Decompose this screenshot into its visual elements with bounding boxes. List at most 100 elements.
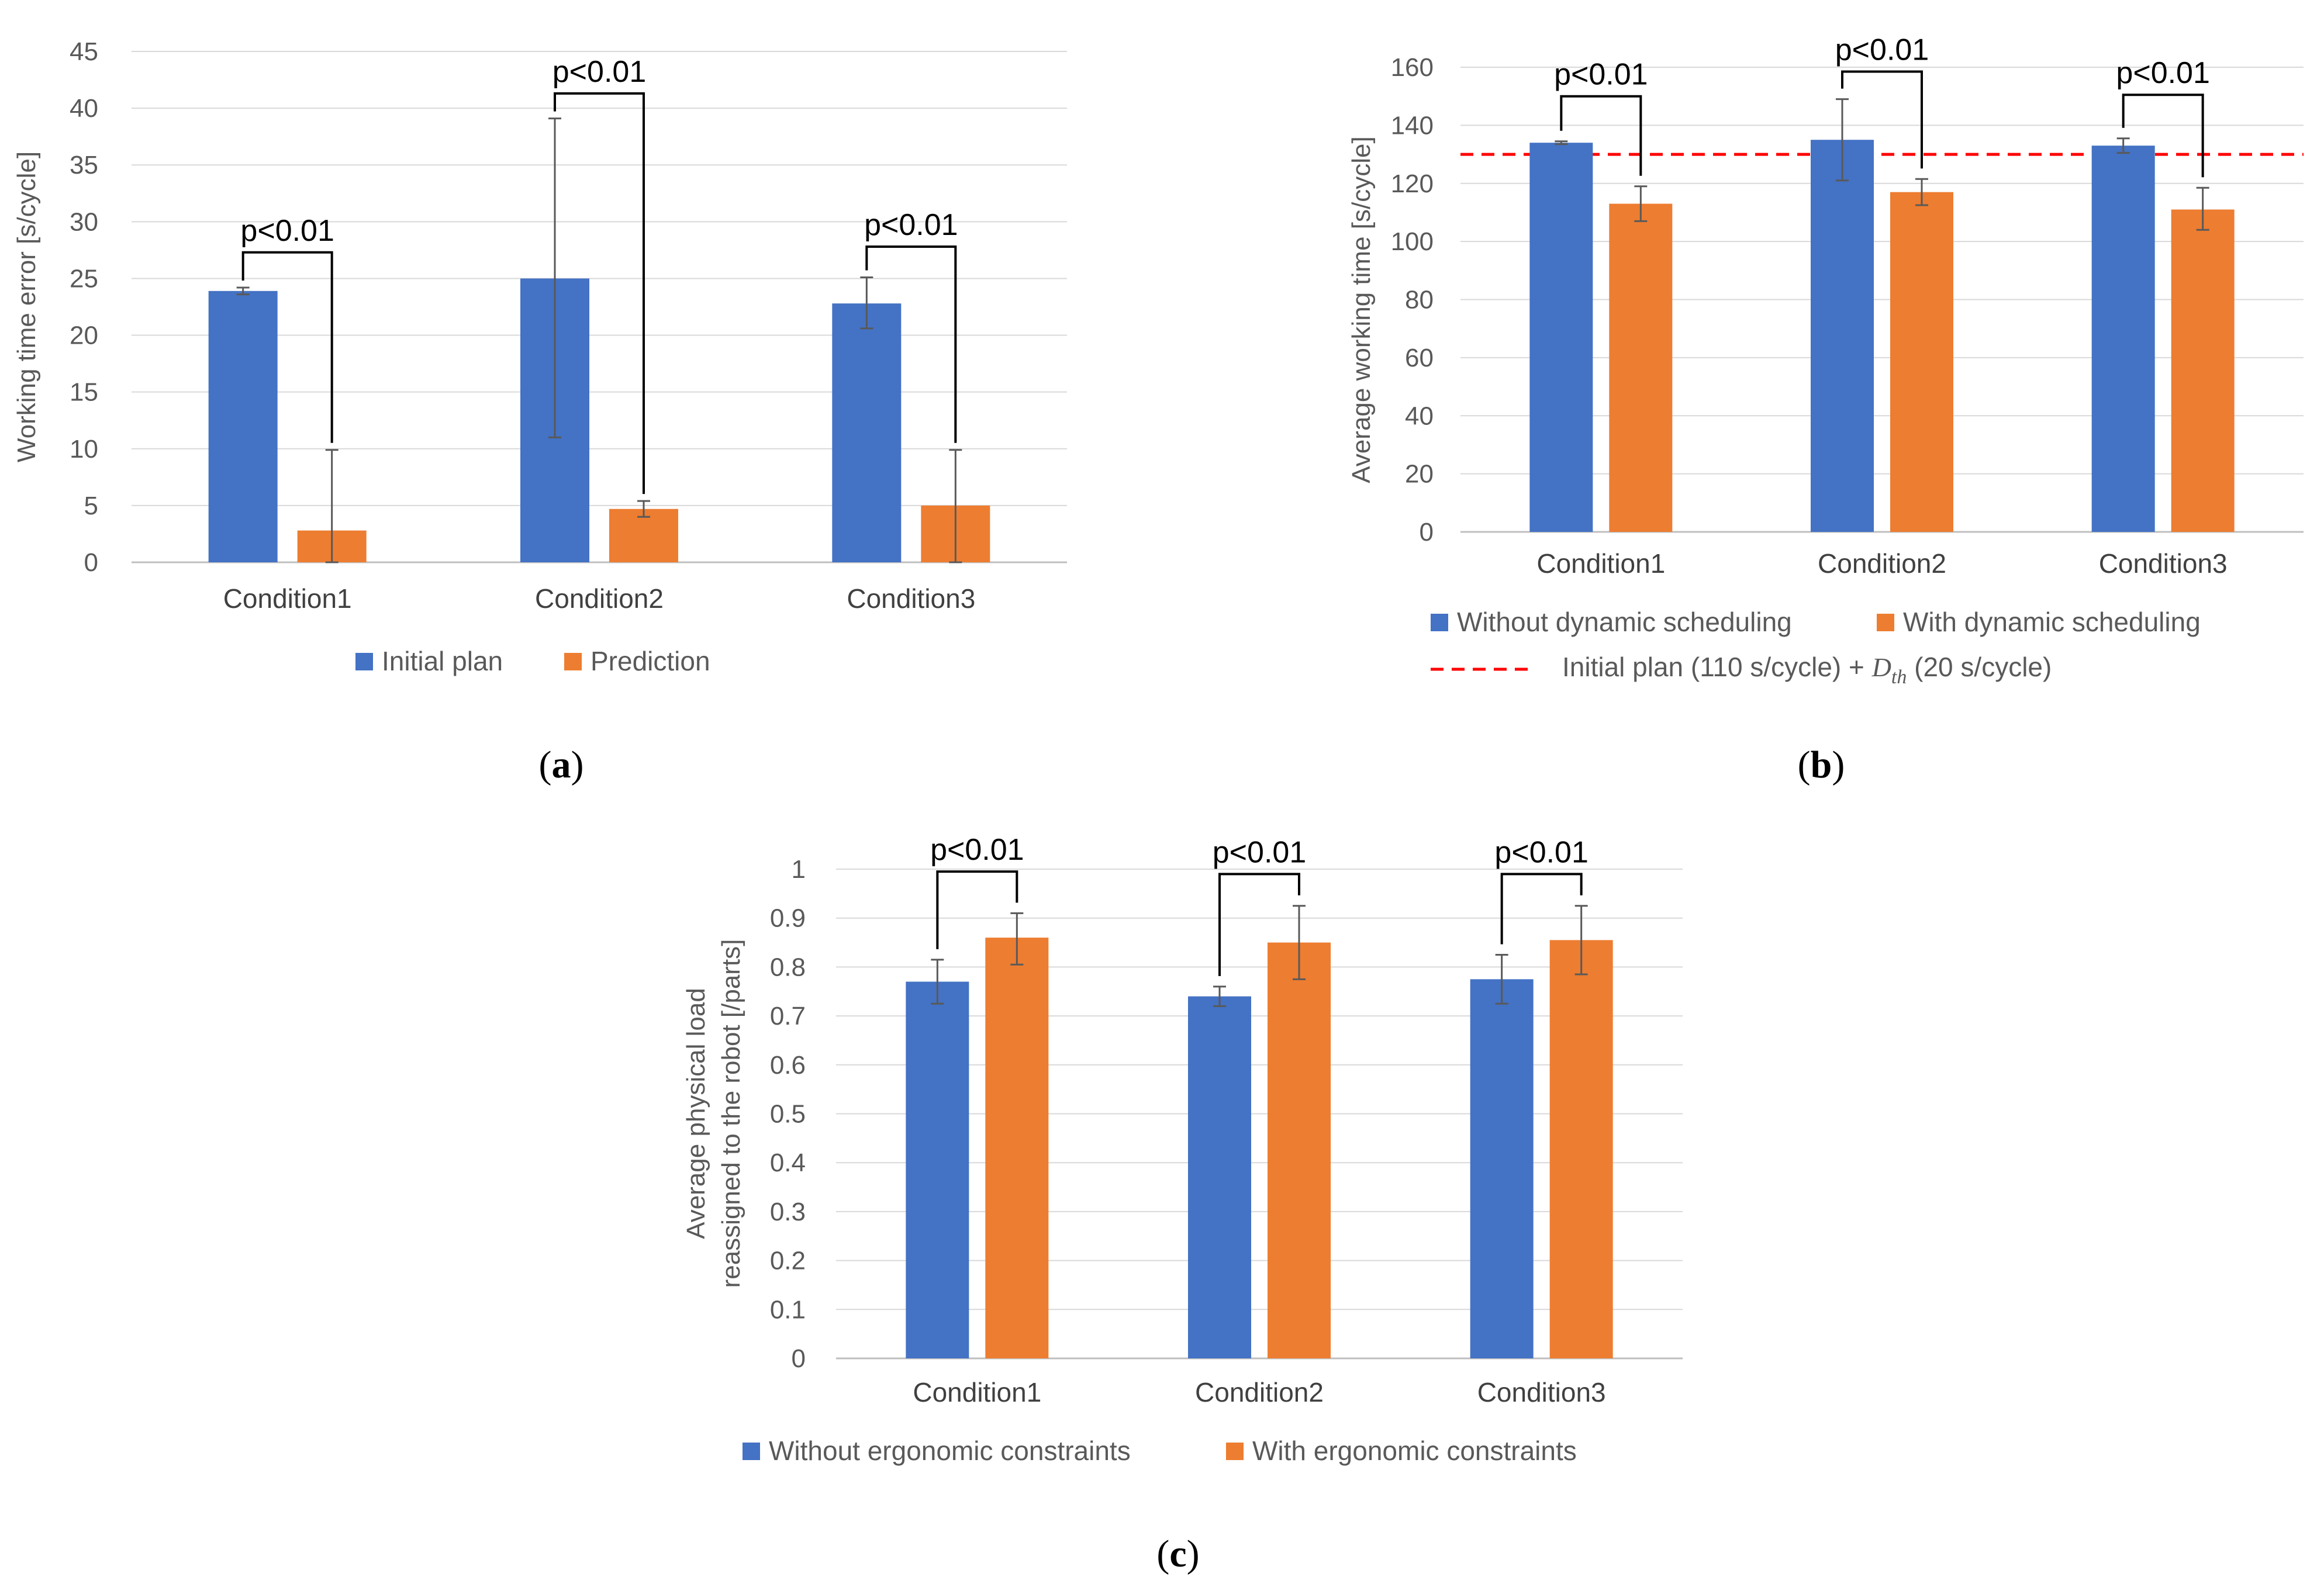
y-tick-label: 30 [70, 207, 98, 236]
y-tick-label: 0.3 [770, 1198, 806, 1226]
y-tick-label: 160 [1391, 53, 1434, 82]
p-value-label: p<0.01 [552, 55, 647, 89]
bar-series1-condition3 [2091, 146, 2155, 532]
p-value-label: p<0.01 [864, 208, 958, 242]
category-label: Condition1 [223, 583, 352, 614]
bar-series1-condition3 [832, 303, 902, 562]
bar-series2-condition2 [1268, 942, 1331, 1358]
category-label: Condition3 [1477, 1377, 1606, 1407]
legend-swatch [355, 653, 373, 670]
panel-letter: c [1169, 1533, 1186, 1575]
bar-series2-condition3 [2171, 209, 2235, 532]
chart-b: 0 20 40 60 80 100 120 140 160 Average working tim… [1347, 33, 2304, 786]
y-tick-label: 0.7 [770, 1002, 806, 1030]
y-tick-label: 0.4 [770, 1149, 806, 1177]
category-label: Condition1 [913, 1377, 1041, 1407]
p-value-label: p<0.01 [1835, 33, 1929, 67]
legend-swatch [1877, 614, 1894, 631]
p-value-label: p<0.01 [1213, 835, 1307, 869]
bar-series2-condition1 [985, 938, 1049, 1358]
p-value-label: p<0.01 [1494, 835, 1589, 869]
chart-a: 0 5 10 15 20 25 30 35 40 45 Working time error [s/… [12, 37, 1067, 786]
legend-swatch [1431, 614, 1448, 631]
panel-paren-close: ) [571, 743, 584, 786]
significance-bracket [865, 245, 957, 443]
y-tick-label: 20 [70, 321, 98, 350]
legend-label: With ergonomic constraints [1252, 1436, 1577, 1466]
significance-bracket [936, 870, 1018, 949]
bar-series2-condition3 [1549, 940, 1613, 1358]
y-tick-label: 5 [84, 492, 98, 520]
bar-series1-condition2 [1188, 996, 1251, 1358]
legend-reference-prefix: Initial plan (110 s/cycle) + [1562, 652, 1872, 682]
y-tick-label: 140 [1391, 111, 1434, 140]
category-label: Condition2 [535, 583, 664, 614]
significance-bracket [1560, 95, 1642, 176]
y-tick-label: 15 [70, 378, 98, 407]
panel-paren-open: ( [1798, 743, 1811, 786]
bar-series1-condition1 [208, 290, 278, 562]
y-tick-label: 1 [792, 855, 806, 884]
bar-series1-condition3 [1470, 979, 1534, 1358]
panel-label: (a) [539, 743, 584, 786]
p-value-label: p<0.01 [2116, 56, 2210, 90]
significance-bracket [1218, 873, 1300, 976]
y-axis-label-line: Average physical load [682, 988, 710, 1239]
panel-paren-close: ) [1832, 743, 1845, 786]
panel-letter: b [1811, 743, 1832, 786]
legend-swatch [1226, 1443, 1244, 1460]
p-value-label: p<0.01 [1554, 58, 1648, 92]
legend-reference-sub: th [1891, 666, 1907, 688]
y-tick-label: 45 [70, 37, 98, 66]
y-tick-label: 0 [792, 1344, 806, 1373]
bar-series1-condition1 [1529, 143, 1593, 532]
significance-bracket [554, 92, 645, 494]
y-tick-label: 10 [70, 435, 98, 464]
legend-label: Without dynamic scheduling [1457, 607, 1792, 637]
legend-swatch [743, 1443, 760, 1460]
significance-bracket [1841, 70, 1923, 169]
bar-series2-condition1 [1609, 203, 1673, 532]
bar-series2-condition2 [1890, 192, 1953, 532]
significance-bracket [2122, 94, 2204, 178]
y-tick-label: 80 [1405, 286, 1434, 314]
y-tick-label: 0.1 [770, 1295, 806, 1324]
chart-c: 0 0.1 0.2 0.3 0.4 0.5 0.6 0.7 0.8 0.9 1 Average phy… [682, 833, 1683, 1575]
y-axis-label-line: reassigned to the robot [/parts] [717, 939, 745, 1288]
y-tick-label: 25 [70, 264, 98, 293]
category-label: Condition1 [1536, 548, 1665, 579]
y-tick-label: 0.8 [770, 953, 806, 981]
category-label: Condition3 [2099, 548, 2228, 579]
y-axis-label: Working time error [s/cycle] [12, 151, 41, 462]
y-axis-label: Average working time [s/cycle] [1347, 136, 1376, 483]
bar-series1-condition1 [906, 981, 969, 1358]
y-tick-label: 100 [1391, 227, 1434, 256]
legend-reference-label: Initial plan (110 s/cycle) + Dth (20 s/c… [1562, 652, 2052, 688]
significance-bracket [1500, 873, 1583, 945]
y-tick-label: 0.2 [770, 1247, 806, 1275]
panel-letter: a [552, 743, 571, 786]
y-tick-label: 20 [1405, 460, 1434, 489]
p-value-label: p<0.01 [240, 214, 334, 248]
y-tick-label: 40 [70, 94, 98, 123]
y-tick-label: 0 [84, 548, 98, 577]
legend-reference-suffix: (20 s/cycle) [1907, 652, 2052, 682]
category-label: Condition2 [1195, 1377, 1324, 1407]
y-tick-label: 120 [1391, 170, 1434, 198]
y-tick-label: 35 [70, 151, 98, 179]
panel-paren-open: ( [1156, 1533, 1169, 1575]
y-tick-label: 0 [1420, 518, 1434, 547]
y-tick-label: 60 [1405, 344, 1434, 372]
y-tick-label: 0.5 [770, 1100, 806, 1129]
legend-swatch [564, 653, 582, 670]
y-tick-label: 0.6 [770, 1051, 806, 1080]
legend-label: Initial plan [382, 646, 503, 676]
legend-label: With dynamic scheduling [1903, 607, 2201, 637]
panel-label: (b) [1798, 743, 1845, 786]
y-tick-label: 40 [1405, 402, 1434, 430]
panel-paren-open: ( [539, 743, 552, 786]
significance-bracket [241, 251, 333, 443]
y-tick-label: 0.9 [770, 904, 806, 933]
category-label: Condition2 [1818, 548, 1946, 579]
